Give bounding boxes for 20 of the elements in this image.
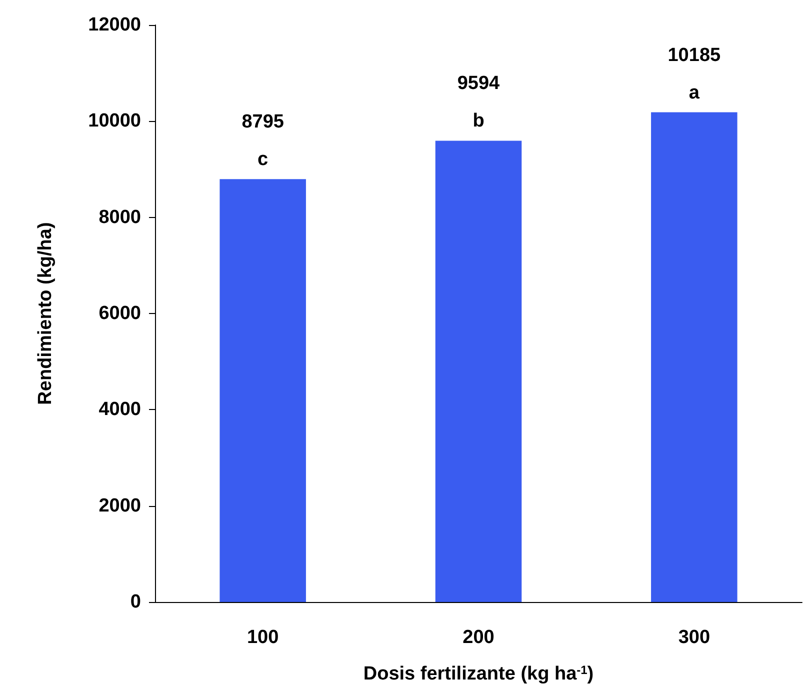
y-tick-label: 0 — [130, 592, 141, 612]
y-tick-label: 4000 — [98, 399, 141, 420]
y-tick-label: 12000 — [88, 14, 141, 36]
annotation: c — [258, 149, 269, 170]
bar — [651, 112, 738, 602]
x-tick-label: 200 — [462, 627, 494, 648]
y-axis-title: Rendimiento (kg/ha) — [35, 222, 56, 405]
annotation: a — [688, 82, 700, 104]
bar — [220, 179, 306, 602]
annotation: b — [472, 110, 484, 132]
data-label: 8795 — [242, 112, 284, 133]
data-label: 10185 — [668, 44, 722, 66]
x-tick-label: 300 — [678, 627, 710, 648]
bar — [435, 140, 522, 602]
y-tick-label: 6000 — [98, 303, 141, 324]
y-tick-label: 10000 — [88, 110, 141, 132]
y-tick-label: 8000 — [98, 206, 141, 228]
y-tick-label: 2000 — [98, 495, 141, 516]
x-tick-label: 100 — [246, 627, 279, 648]
data-label: 9594 — [457, 73, 500, 94]
